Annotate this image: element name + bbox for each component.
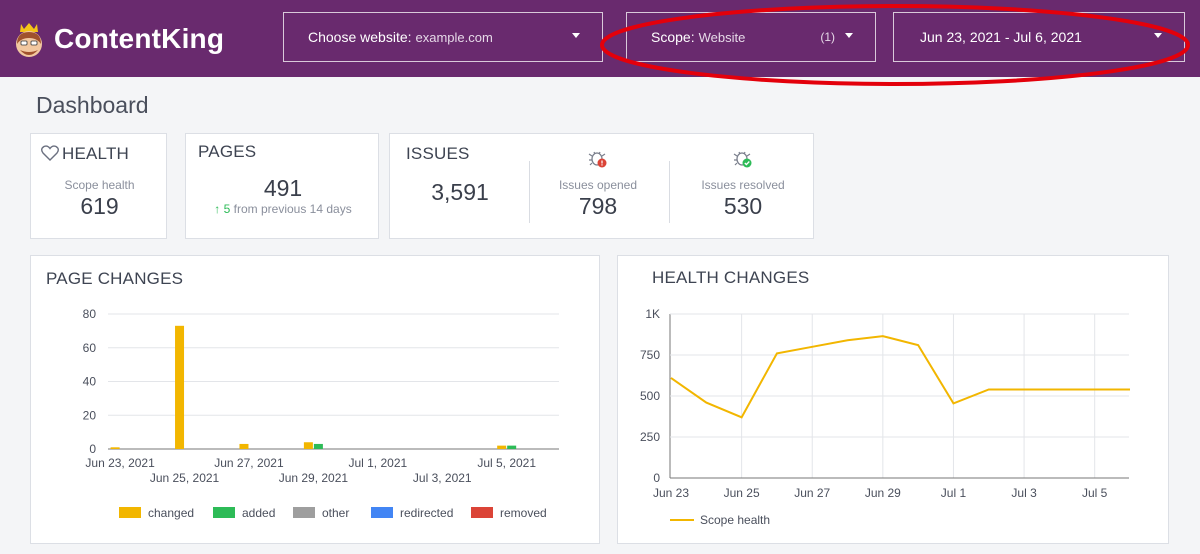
x-tick-label: Jul 5 xyxy=(1082,486,1108,500)
legend-label: changed xyxy=(148,506,194,520)
x-tick-label: Jul 5, 2021 xyxy=(477,456,536,470)
legend-label: Scope health xyxy=(700,513,770,527)
website-selector-value: example.com xyxy=(415,29,493,45)
x-tick-label: Jul 3, 2021 xyxy=(413,471,472,485)
pages-value: 491 xyxy=(263,175,303,201)
legend-swatch xyxy=(119,507,141,518)
chevron-down-icon xyxy=(1154,33,1162,38)
x-tick-label: Jun 27 xyxy=(794,486,830,500)
x-tick-label: Jun 27, 2021 xyxy=(214,456,284,470)
pages-card[interactable]: PAGES 491 ↑ 5 from previous 14 days xyxy=(185,133,379,239)
pages-change: ↑ 5 from previous 14 days xyxy=(186,202,380,216)
line-scope-health xyxy=(670,335,1130,419)
health-changes-title: HEALTH CHANGES xyxy=(652,268,810,287)
king-mascot-icon xyxy=(12,20,46,58)
chevron-down-icon xyxy=(572,33,580,38)
issues-title: ISSUES xyxy=(406,144,470,163)
x-tick-label: Jul 3 xyxy=(1011,486,1037,500)
issues-opened-value: 798 xyxy=(578,193,618,219)
health-changes-card: HEALTH CHANGES 0 250 500 750 1K Jun 23 Jun 25 J… xyxy=(617,255,1169,544)
legend-swatch xyxy=(371,507,393,518)
bar-changed xyxy=(497,445,507,449)
scope-selector-value: Website xyxy=(698,29,746,45)
page-changes-card: PAGE CHANGES 0 20 40 60 80 Jun 23, 2021 Jun 25… xyxy=(30,255,600,544)
y-tick-label: 20 xyxy=(83,408,97,422)
y-tick-label: 40 xyxy=(83,375,97,389)
pages-change-text: from previous 14 days xyxy=(233,202,352,216)
issues-resolved-label: Issues resolved xyxy=(701,178,785,192)
chevron-down-icon xyxy=(845,33,853,38)
x-tick-label: Jun 25, 2021 xyxy=(150,471,220,485)
y-tick-label: 0 xyxy=(653,471,660,485)
bug-resolved-icon xyxy=(733,148,753,173)
issues-resolved-value: 530 xyxy=(723,193,763,219)
divider xyxy=(529,161,530,223)
health-title: HEALTH xyxy=(62,144,130,163)
scope-health-label: Scope health xyxy=(64,178,135,192)
health-changes-chart: 0 250 500 750 1K Jun 23 Jun 25 Jun 27 Jun 29 Jul … xyxy=(640,307,1130,527)
scope-selector-label: Scope: xyxy=(651,29,695,45)
y-tick-label: 750 xyxy=(640,348,660,362)
x-tick-label: Jun 29 xyxy=(865,486,901,500)
bar-changed xyxy=(110,447,120,449)
y-tick-label: 0 xyxy=(89,442,96,456)
page-title: Dashboard xyxy=(36,92,149,118)
scope-count: (1) xyxy=(820,30,835,44)
heart-icon xyxy=(41,145,59,166)
website-selector-label: Choose website: xyxy=(308,29,412,45)
bar-changed xyxy=(175,325,185,449)
date-range-value: Jun 23, 2021 - Jul 6, 2021 xyxy=(920,29,1082,45)
issues-opened-label: Issues opened xyxy=(558,178,638,192)
legend-label: removed xyxy=(500,506,547,520)
bug-opened-icon xyxy=(588,148,608,173)
x-tick-label: Jun 23, 2021 xyxy=(85,456,155,470)
legend-swatch xyxy=(471,507,493,518)
scope-health-value: 619 xyxy=(80,193,119,219)
brand-name: ContentKing xyxy=(54,23,225,54)
legend-label: other xyxy=(322,506,349,520)
bar-changed xyxy=(303,442,313,449)
arrow-up-icon: ↑ xyxy=(214,202,221,216)
legend-label: redirected xyxy=(400,506,453,520)
y-tick-label: 500 xyxy=(640,389,660,403)
y-tick-label: 250 xyxy=(640,430,660,444)
issues-card[interactable]: ISSUES 3,591 Issues opened 798 Issues re… xyxy=(389,133,814,239)
y-tick-label: 80 xyxy=(83,307,97,321)
divider xyxy=(669,161,670,223)
legend-label: added xyxy=(242,506,275,520)
y-tick-label: 60 xyxy=(83,341,97,355)
bar-added xyxy=(507,445,517,449)
y-tick-label: 1K xyxy=(645,307,660,321)
date-range-selector[interactable]: Jun 23, 2021 - Jul 6, 2021 xyxy=(893,12,1185,62)
scope-selector[interactable]: Scope: Website (1) xyxy=(626,12,876,62)
page-changes-title: PAGE CHANGES xyxy=(46,269,184,288)
pages-change-number: 5 xyxy=(223,202,231,216)
issues-value: 3,591 xyxy=(431,179,489,205)
website-selector[interactable]: Choose website: example.com xyxy=(283,12,603,62)
bar-added xyxy=(313,443,323,449)
health-card[interactable]: HEALTH Scope health 619 xyxy=(30,133,167,239)
x-tick-label: Jul 1 xyxy=(941,486,967,500)
logo[interactable]: ContentKing xyxy=(12,14,224,64)
legend-swatch xyxy=(213,507,235,518)
bar-changed xyxy=(239,443,249,449)
legend-swatch xyxy=(293,507,315,518)
top-bar: ContentKing Choose website: example.com … xyxy=(0,0,1200,77)
pages-title: PAGES xyxy=(198,142,257,161)
x-tick-label: Jun 29, 2021 xyxy=(279,471,349,485)
x-tick-label: Jun 25 xyxy=(724,486,760,500)
x-tick-label: Jun 23 xyxy=(653,486,689,500)
x-tick-label: Jul 1, 2021 xyxy=(348,456,407,470)
